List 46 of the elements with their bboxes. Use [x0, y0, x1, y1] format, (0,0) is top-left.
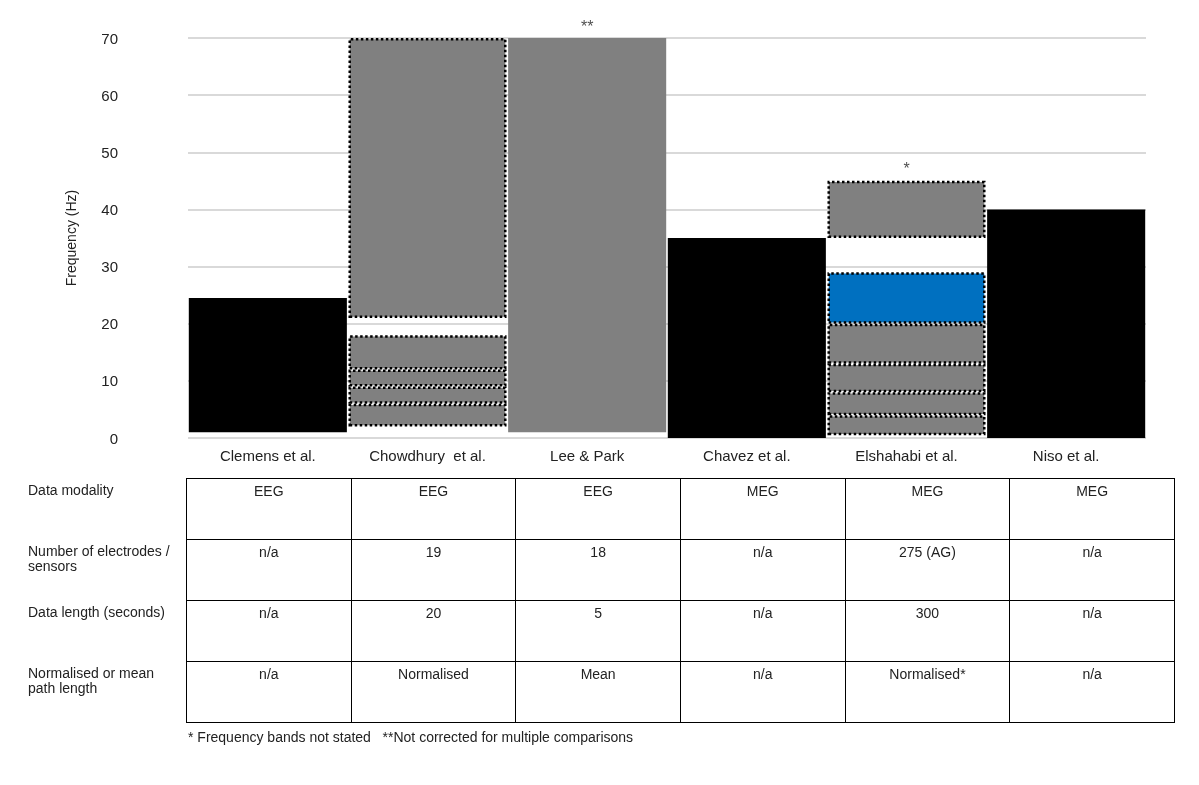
text: n/a [259, 605, 279, 621]
x-tick-label: Chowdhury et al. [369, 447, 486, 464]
text: Mean [580, 666, 616, 682]
category-label: Number of electrodes / sensors [28, 542, 170, 574]
text: n/a [1082, 666, 1102, 682]
y-tick-label: 0 [109, 429, 118, 447]
y-tick-label: 50 [101, 143, 118, 161]
x-tick-label: Lee & Park [550, 447, 625, 464]
text: * Frequency bands not stated **Not corrected for multiple comparisons [188, 729, 635, 745]
y-tick-label: 40 [101, 200, 118, 218]
text: EEG [254, 483, 284, 499]
text: 5 [594, 605, 603, 621]
text: n/a [753, 605, 773, 621]
text: Normalised* [889, 666, 966, 682]
y-tick-label: 30 [101, 258, 118, 276]
text: n/a [1082, 605, 1102, 621]
text: MEG [746, 483, 779, 499]
text: MEG [1076, 483, 1109, 499]
text: MEG [911, 483, 944, 499]
text: 300 [915, 605, 940, 621]
y-axis-title: Frequency (Hz) [63, 189, 79, 287]
annotation: * [903, 160, 910, 178]
y-tick-label: 70 [101, 29, 118, 47]
x-tick-label: Niso et al. [1032, 447, 1100, 464]
text: 275 (AG) [899, 544, 956, 560]
x-tick-label: Chavez et al. [703, 447, 791, 464]
text: n/a [1082, 544, 1102, 560]
text: 18 [590, 544, 606, 560]
category-label: Data length (seconds) [28, 603, 165, 620]
category-label: Data modality [28, 481, 114, 498]
text: Normalised [398, 666, 469, 682]
text: EEG [583, 483, 613, 499]
x-tick-label: Clemens et al. [219, 447, 316, 464]
y-tick-label: 20 [101, 315, 118, 333]
x-tick-label: Elshahabi et al. [855, 447, 958, 464]
y-tick-label: 10 [101, 372, 118, 390]
category-label: Normalised or mean path length [28, 664, 155, 696]
text: n/a [259, 544, 279, 560]
y-tick-label: 60 [101, 86, 118, 104]
annotation: ** [580, 17, 594, 35]
text: 19 [425, 544, 442, 560]
text: n/a [753, 544, 773, 560]
text: n/a [259, 666, 279, 682]
text: 20 [425, 605, 442, 621]
text: n/a [753, 666, 773, 682]
text: EEG [418, 483, 449, 499]
